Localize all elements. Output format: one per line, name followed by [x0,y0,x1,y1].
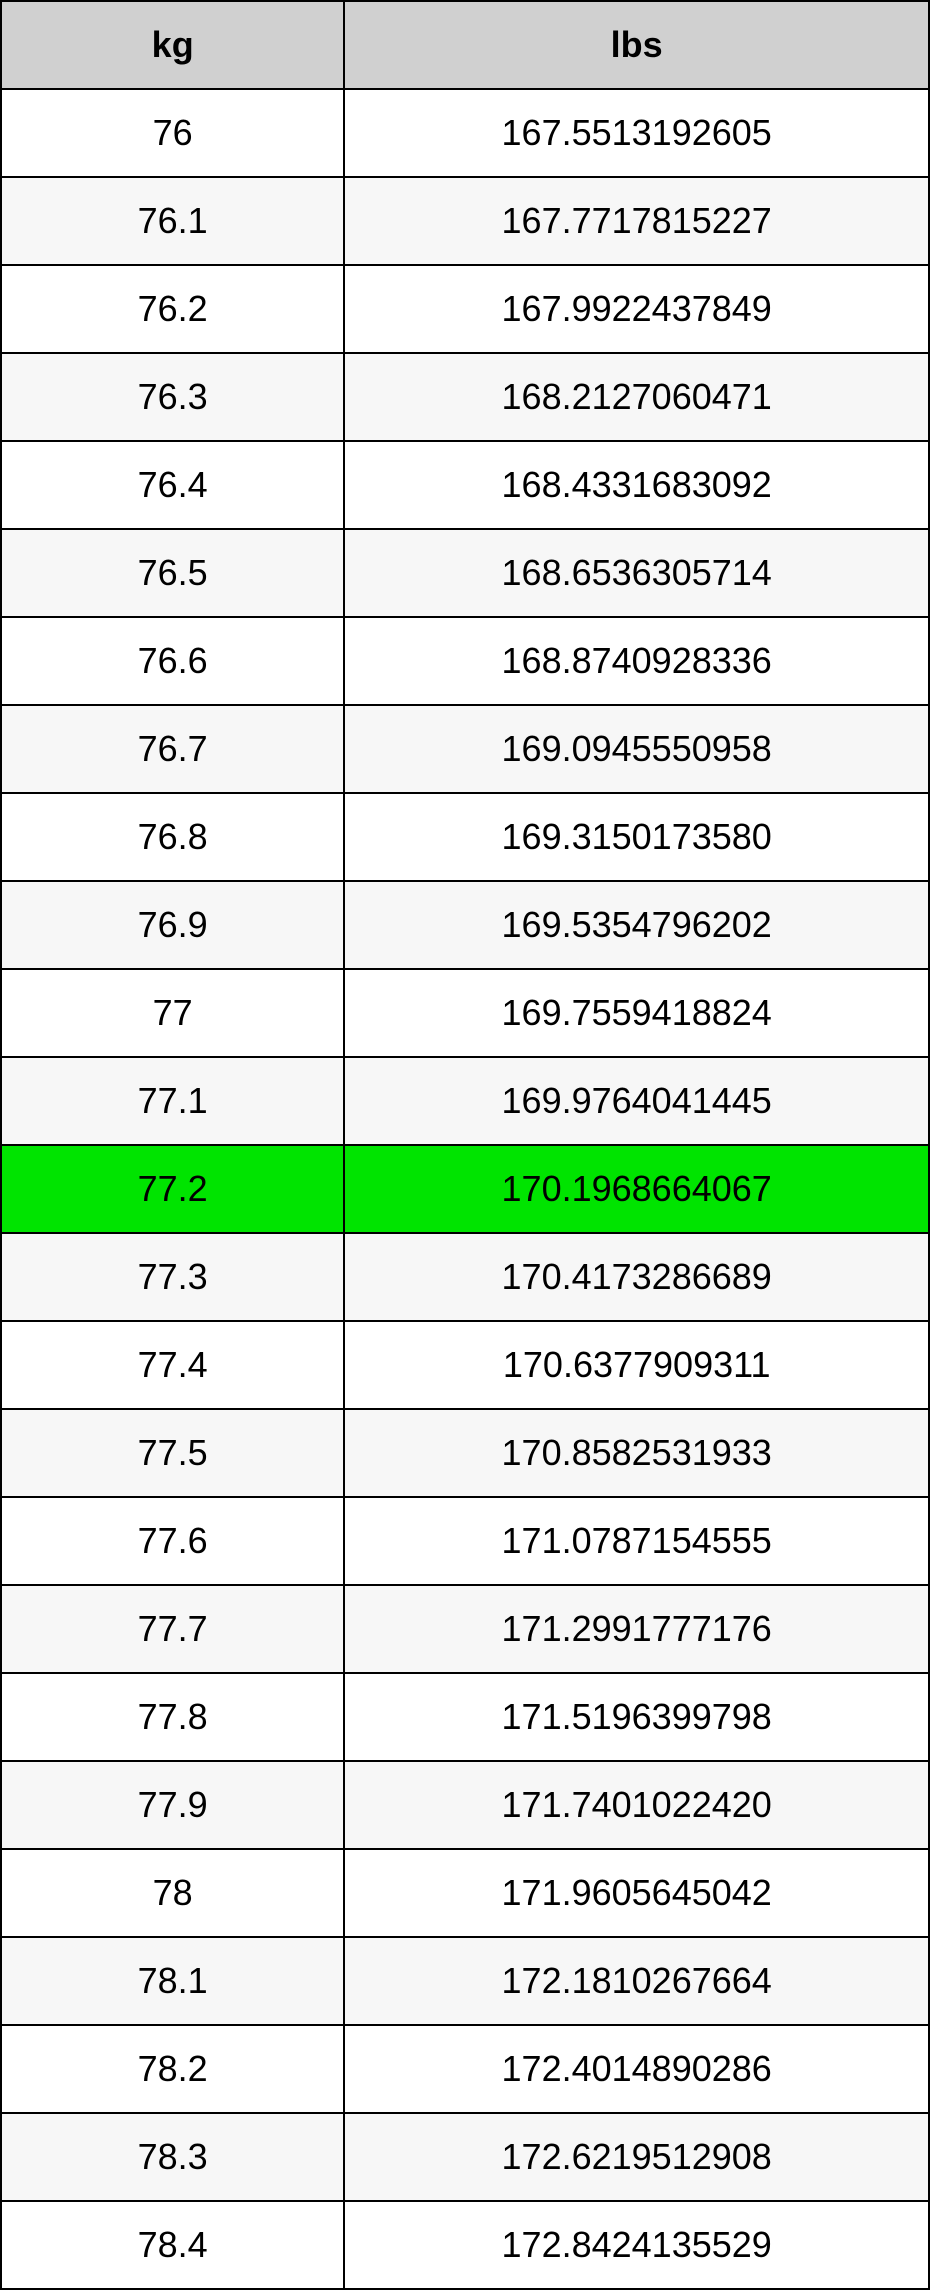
table-row: 76.2167.9922437849 [1,265,929,353]
cell-lbs: 168.8740928336 [344,617,929,705]
cell-lbs: 170.1968664067 [344,1145,929,1233]
table-row: 77.9171.7401022420 [1,1761,929,1849]
conversion-table-container: kg lbs 76167.551319260576.1167.771781522… [0,0,930,2290]
cell-lbs: 171.7401022420 [344,1761,929,1849]
cell-kg: 76.6 [1,617,344,705]
cell-kg: 77.9 [1,1761,344,1849]
cell-kg: 76 [1,89,344,177]
cell-lbs: 168.4331683092 [344,441,929,529]
cell-lbs: 171.0787154555 [344,1497,929,1585]
table-row: 76167.5513192605 [1,89,929,177]
cell-kg: 78.3 [1,2113,344,2201]
table-row: 78.3172.6219512908 [1,2113,929,2201]
table-row: 76.3168.2127060471 [1,353,929,441]
table-row: 76.7169.0945550958 [1,705,929,793]
cell-kg: 76.3 [1,353,344,441]
cell-lbs: 171.9605645042 [344,1849,929,1937]
cell-lbs: 167.9922437849 [344,265,929,353]
cell-lbs: 169.5354796202 [344,881,929,969]
table-row: 76.1167.7717815227 [1,177,929,265]
cell-lbs: 169.9764041445 [344,1057,929,1145]
cell-kg: 78.1 [1,1937,344,2025]
cell-lbs: 169.3150173580 [344,793,929,881]
cell-lbs: 169.7559418824 [344,969,929,1057]
table-row: 76.6168.8740928336 [1,617,929,705]
cell-lbs: 172.1810267664 [344,1937,929,2025]
table-row: 77169.7559418824 [1,969,929,1057]
table-row: 78.4172.8424135529 [1,2201,929,2289]
table-row: 77.8171.5196399798 [1,1673,929,1761]
cell-kg: 77.6 [1,1497,344,1585]
cell-kg: 77.4 [1,1321,344,1409]
table-row: 77.3170.4173286689 [1,1233,929,1321]
cell-lbs: 168.6536305714 [344,529,929,617]
cell-kg: 76.2 [1,265,344,353]
table-row: 77.6171.0787154555 [1,1497,929,1585]
conversion-table: kg lbs 76167.551319260576.1167.771781522… [0,0,930,2290]
cell-kg: 76.8 [1,793,344,881]
cell-kg: 78.4 [1,2201,344,2289]
cell-kg: 77 [1,969,344,1057]
table-row: 77.4170.6377909311 [1,1321,929,1409]
table-row: 77.7171.2991777176 [1,1585,929,1673]
cell-lbs: 171.2991777176 [344,1585,929,1673]
table-row: 77.2170.1968664067 [1,1145,929,1233]
table-row: 77.1169.9764041445 [1,1057,929,1145]
table-header-row: kg lbs [1,1,929,89]
column-header-kg: kg [1,1,344,89]
cell-lbs: 170.8582531933 [344,1409,929,1497]
cell-kg: 76.5 [1,529,344,617]
cell-lbs: 172.4014890286 [344,2025,929,2113]
cell-kg: 77.7 [1,1585,344,1673]
table-row: 78.1172.1810267664 [1,1937,929,2025]
cell-lbs: 169.0945550958 [344,705,929,793]
table-row: 76.8169.3150173580 [1,793,929,881]
cell-kg: 76.4 [1,441,344,529]
cell-lbs: 167.5513192605 [344,89,929,177]
cell-lbs: 168.2127060471 [344,353,929,441]
cell-lbs: 172.8424135529 [344,2201,929,2289]
cell-kg: 77.1 [1,1057,344,1145]
cell-kg: 76.7 [1,705,344,793]
table-row: 78171.9605645042 [1,1849,929,1937]
table-header: kg lbs [1,1,929,89]
cell-kg: 76.9 [1,881,344,969]
cell-lbs: 172.6219512908 [344,2113,929,2201]
table-row: 76.4168.4331683092 [1,441,929,529]
table-row: 77.5170.8582531933 [1,1409,929,1497]
table-row: 76.9169.5354796202 [1,881,929,969]
cell-lbs: 170.6377909311 [344,1321,929,1409]
cell-kg: 77.2 [1,1145,344,1233]
cell-lbs: 167.7717815227 [344,177,929,265]
cell-kg: 78.2 [1,2025,344,2113]
column-header-lbs: lbs [344,1,929,89]
cell-kg: 77.5 [1,1409,344,1497]
cell-lbs: 170.4173286689 [344,1233,929,1321]
cell-kg: 76.1 [1,177,344,265]
cell-kg: 77.3 [1,1233,344,1321]
table-row: 78.2172.4014890286 [1,2025,929,2113]
cell-kg: 77.8 [1,1673,344,1761]
table-row: 76.5168.6536305714 [1,529,929,617]
cell-kg: 78 [1,1849,344,1937]
cell-lbs: 171.5196399798 [344,1673,929,1761]
table-body: 76167.551319260576.1167.771781522776.216… [1,89,929,2289]
